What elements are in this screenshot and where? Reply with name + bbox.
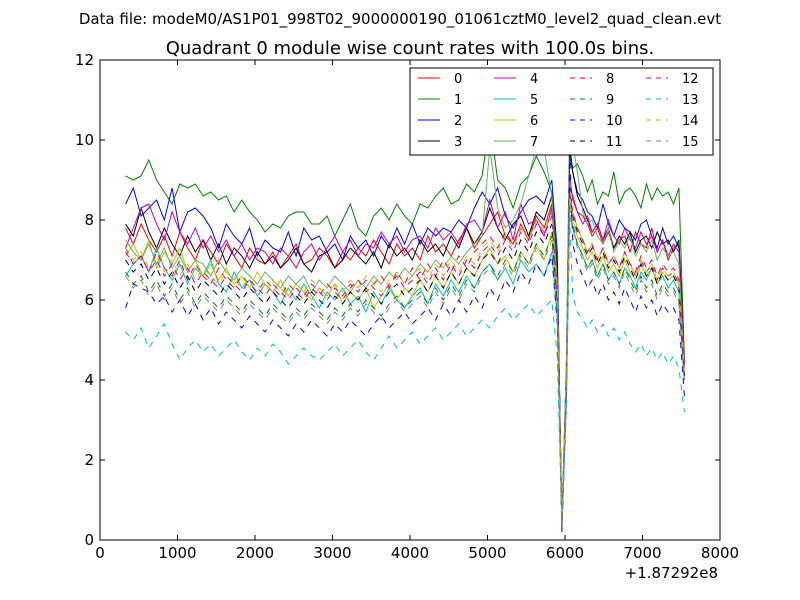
legend-label-8: 8 (606, 72, 614, 87)
y-tick-label: 2 (84, 451, 94, 469)
x-tick-label: 8000 (701, 544, 739, 562)
series-line-2 (125, 155, 685, 533)
legend-label-11: 11 (606, 135, 623, 150)
y-tick-label: 8 (84, 211, 94, 229)
legend-label-6: 6 (530, 114, 538, 129)
x-tick-label: 5000 (468, 544, 506, 562)
legend-label-12: 12 (682, 72, 699, 87)
y-tick-label: 4 (84, 371, 94, 389)
legend-label-2: 2 (454, 114, 462, 129)
x-tick-label: 3000 (313, 544, 351, 562)
series-line-9 (125, 207, 685, 529)
series-line-12 (125, 195, 685, 525)
series-line-1 (125, 119, 685, 529)
legend-frame (409, 67, 714, 156)
legend-label-3: 3 (454, 135, 462, 150)
x-tick-label: 1000 (158, 544, 196, 562)
x-tick-label: 6000 (546, 544, 584, 562)
y-tick-label: 10 (75, 131, 94, 149)
series-line-7 (125, 111, 685, 521)
legend-label-9: 9 (606, 93, 614, 108)
axis-ticks: 0 1000 2000 3000 4000 5000 6000 7000 80000246810… (75, 51, 739, 562)
x-tick-label: 0 (95, 544, 105, 562)
chart-title: Quadrant 0 module wise count rates with … (166, 38, 655, 59)
series-line-5 (125, 215, 685, 529)
y-tick-label: 0 (84, 531, 94, 549)
series-line-3 (125, 143, 685, 521)
series-line-13 (125, 219, 685, 529)
x-tick-label: 2000 (236, 544, 274, 562)
series-line-14 (125, 195, 685, 525)
x-tick-label: 4000 (391, 544, 429, 562)
legend-label-10: 10 (606, 114, 623, 129)
legend-label-15: 15 (682, 135, 699, 150)
series-line-4 (125, 175, 685, 529)
legend-label-1: 1 (454, 93, 462, 108)
x-offset-label: +1.87292e8 (625, 564, 718, 582)
y-tick-label: 12 (75, 51, 94, 69)
series-layer (125, 111, 685, 533)
series-line-11 (125, 195, 685, 529)
legend-label-0: 0 (454, 72, 462, 87)
legend-label-13: 13 (682, 93, 699, 108)
legend-label-14: 14 (682, 114, 699, 129)
legend-label-4: 4 (530, 72, 538, 87)
chart-suptitle: Data file: modeM0/AS1P01_998T02_90000001… (79, 10, 721, 29)
legend-label-5: 5 (530, 93, 538, 108)
y-tick-label: 6 (84, 291, 94, 309)
legend-label-7: 7 (530, 135, 538, 150)
series-line-15 (125, 207, 685, 529)
x-tick-label: 7000 (623, 544, 661, 562)
